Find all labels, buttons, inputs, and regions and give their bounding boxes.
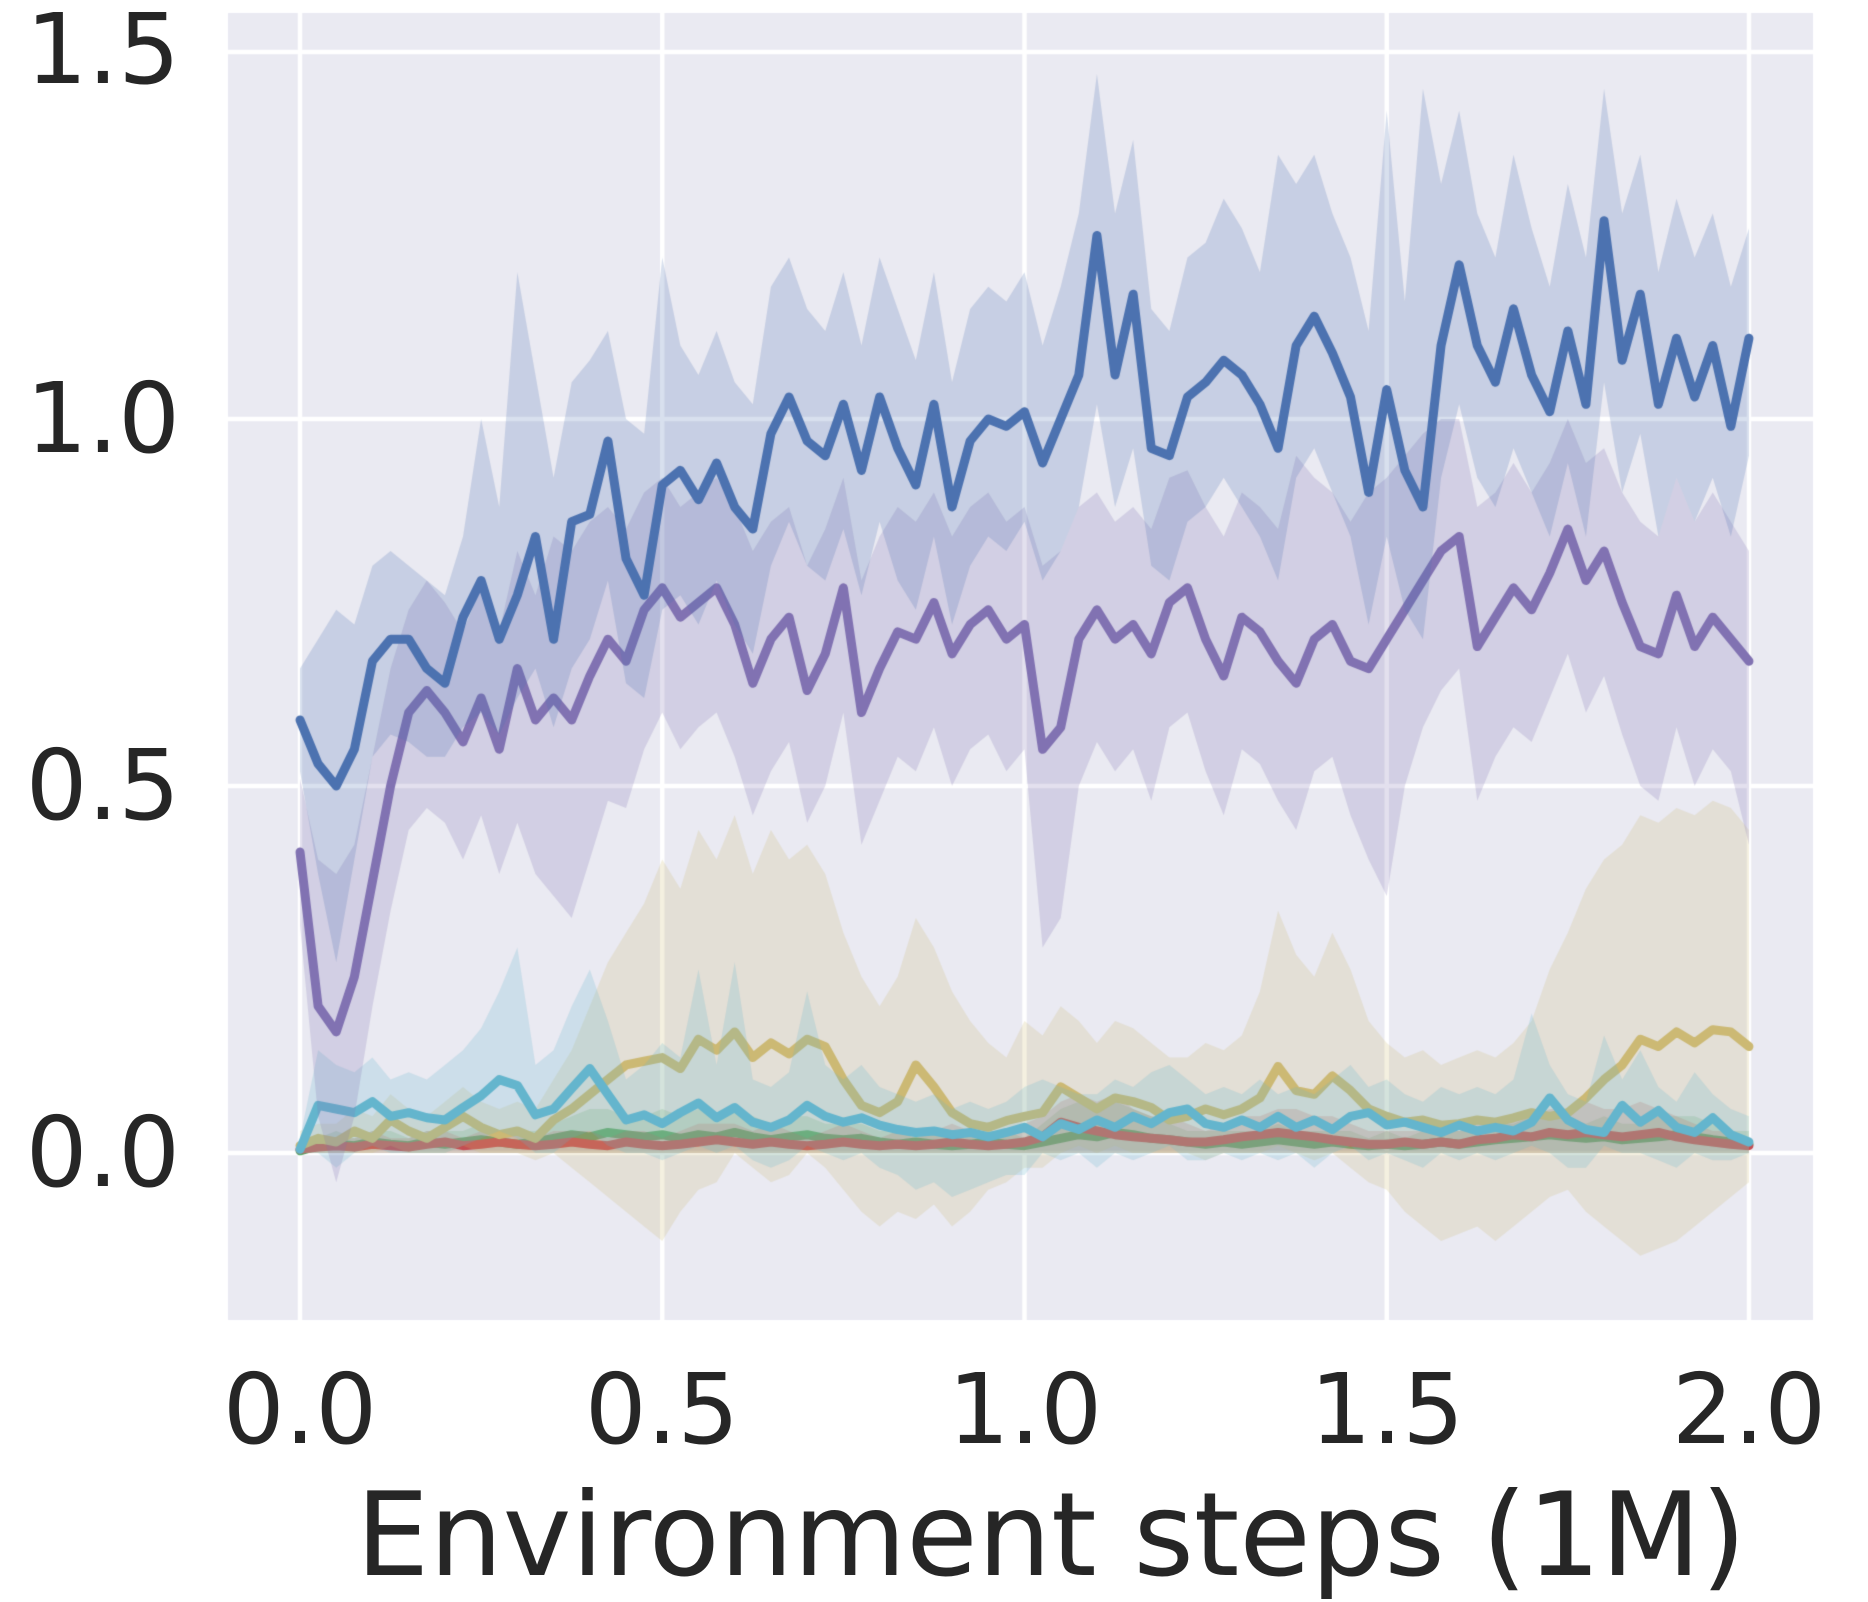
y-tick-label-1.5: 1.5 bbox=[25, 0, 180, 106]
x-axis-title: Environment steps (1M) bbox=[355, 1468, 1747, 1602]
x-tick-label-0.0: 0.0 bbox=[222, 1353, 378, 1466]
x-tick-label-1.0: 1.0 bbox=[947, 1353, 1103, 1466]
x-tick-label-2.0: 2.0 bbox=[1671, 1353, 1827, 1466]
x-tick-label-1.5: 1.5 bbox=[1309, 1353, 1465, 1466]
y-tick-label-0.0: 0.0 bbox=[25, 1096, 180, 1209]
y-tick-label-0.5: 0.5 bbox=[25, 729, 180, 842]
y-tick-label-1.0: 1.0 bbox=[25, 362, 180, 475]
x-tick-label-0.5: 0.5 bbox=[584, 1353, 740, 1466]
